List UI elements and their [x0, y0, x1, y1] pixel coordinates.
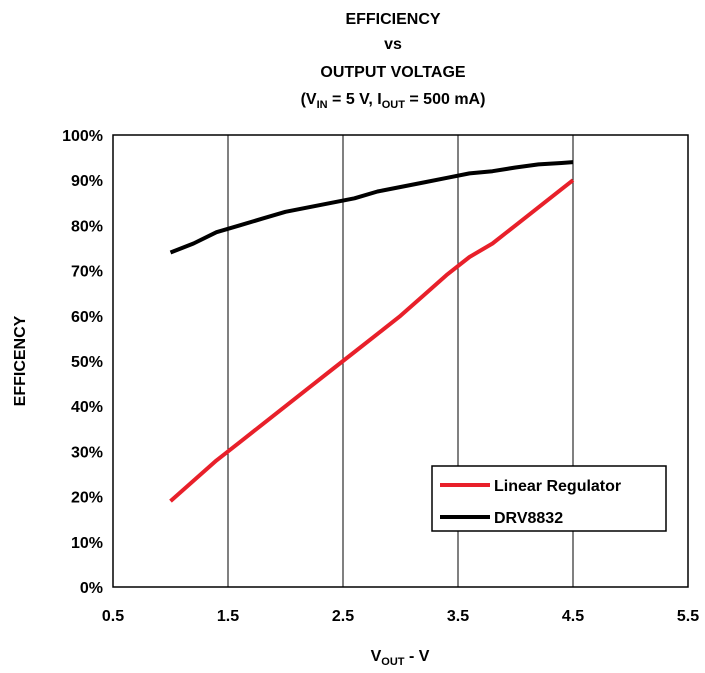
y-tick-label: 60%: [71, 309, 103, 326]
y-tick-label: 10%: [71, 535, 103, 552]
x-tick-label: 3.5: [447, 608, 469, 625]
x-axis-label-sub: OUT: [381, 656, 405, 668]
chart-title-line-1: EFFICIENCY: [345, 11, 440, 28]
x-tick-label: 4.5: [562, 608, 584, 625]
x-tick-labels: 0.5 1.5 2.5 3.5 4.5 5.5: [102, 608, 699, 625]
legend-label-drv8832: DRV8832: [494, 510, 563, 527]
x-axis-label-rest: - V: [405, 648, 430, 665]
legend-label-linear-regulator: Linear Regulator: [494, 478, 621, 495]
y-tick-label: 90%: [71, 173, 103, 190]
y-tick-label: 30%: [71, 444, 103, 461]
x-tick-label: 1.5: [217, 608, 239, 625]
chart-title-line-3: OUTPUT VOLTAGE: [320, 64, 466, 81]
y-axis-label: EFFICENCY: [12, 315, 29, 406]
legend-box: [431, 465, 667, 532]
y-tick-label: 40%: [71, 399, 103, 416]
chart-subtitle: (VIN = 5 V, IOUT = 500 mA): [301, 91, 486, 111]
subtitle-open: (V: [301, 91, 317, 108]
subtitle-close: = 500 mA): [405, 91, 485, 108]
x-axis-label-main: V: [371, 648, 382, 665]
y-tick-labels: 0% 10% 20% 30% 40% 50% 60% 70% 80% 90% 100%: [62, 128, 103, 597]
series-line-linear-regulator: [169, 178, 575, 503]
y-tick-label: 50%: [71, 354, 103, 371]
chart-title-line-2: vs: [384, 36, 402, 53]
x-axis-label: VOUT - V: [371, 648, 430, 668]
y-tick-label: 0%: [80, 580, 103, 597]
legend: Linear Regulator DRV8832: [431, 465, 667, 532]
x-tick-label: 2.5: [332, 608, 354, 625]
x-tick-label: 0.5: [102, 608, 124, 625]
y-tick-label: 70%: [71, 264, 103, 281]
series-lines: [169, 160, 575, 503]
subtitle-sub-in: IN: [317, 99, 328, 111]
subtitle-sub-out: OUT: [382, 99, 406, 111]
subtitle-mid: = 5 V, I: [328, 91, 382, 108]
y-tick-label: 100%: [62, 128, 103, 145]
series-line-drv8832: [169, 160, 574, 255]
x-tick-label: 5.5: [677, 608, 699, 625]
y-tick-label: 80%: [71, 218, 103, 235]
y-tick-label: 20%: [71, 490, 103, 507]
